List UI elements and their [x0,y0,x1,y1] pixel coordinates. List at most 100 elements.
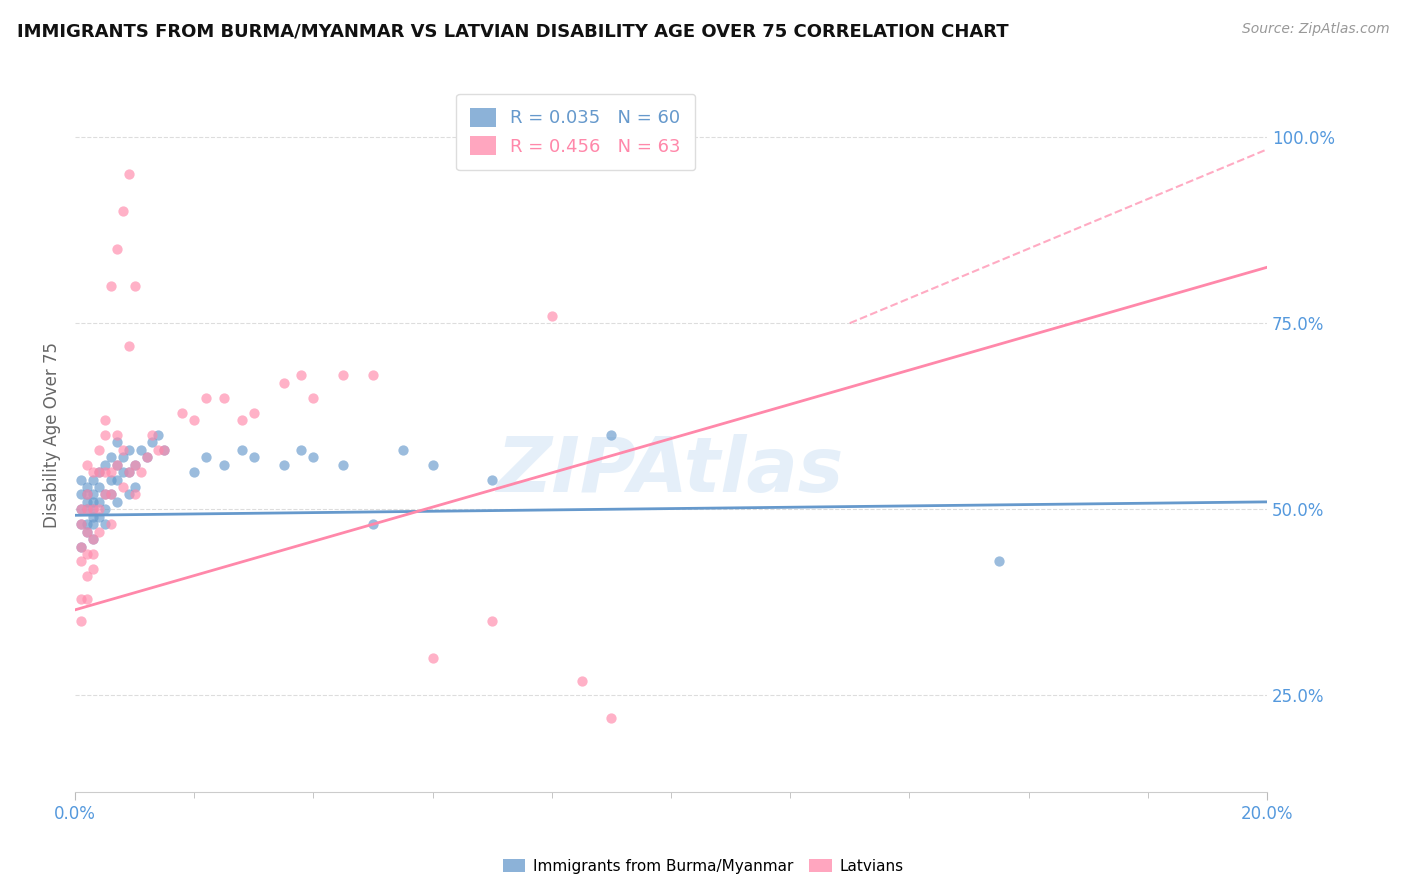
Point [94,413,117,427]
Point [94,517,117,532]
Point [273,458,295,472]
Point [195,391,218,405]
Point [117,487,139,501]
Point [481,614,503,628]
Point [332,458,354,472]
Point [94,458,117,472]
Point [195,450,218,465]
Y-axis label: Disability Age Over 75: Disability Age Over 75 [44,342,60,528]
Point [183,465,205,479]
Point [82,532,104,546]
Point [76,591,98,606]
Point [94,487,117,501]
Point [100,450,122,465]
Point [172,405,194,419]
Point [105,495,128,509]
Point [290,442,312,457]
Point [82,473,104,487]
Point [231,413,253,427]
Point [87,495,110,509]
Point [82,465,104,479]
Point [76,524,98,539]
Point [70,473,93,487]
Point [87,524,110,539]
Legend: R = 0.035   N = 60, R = 0.456   N = 63: R = 0.035 N = 60, R = 0.456 N = 63 [456,94,695,170]
Point [148,442,170,457]
Point [82,502,104,516]
Point [76,487,98,501]
Point [361,517,384,532]
Point [70,487,93,501]
Point [82,547,104,561]
Point [135,450,157,465]
Point [105,473,128,487]
Text: ZIPAtlas: ZIPAtlas [498,434,845,508]
Point [105,458,128,472]
Point [231,442,253,457]
Point [87,465,110,479]
Point [391,442,413,457]
Point [332,368,354,383]
Point [141,435,163,450]
Point [100,473,122,487]
Point [111,450,134,465]
Point [76,480,98,494]
Point [302,391,325,405]
Point [117,465,139,479]
Point [212,458,235,472]
Point [481,473,503,487]
Point [87,502,110,516]
Point [600,428,623,442]
Point [100,487,122,501]
Point [273,376,295,390]
Point [70,517,93,532]
Point [76,458,98,472]
Point [87,509,110,524]
Point [105,435,128,450]
Point [76,547,98,561]
Point [124,480,146,494]
Point [117,465,139,479]
Point [117,167,139,181]
Point [117,338,139,352]
Point [153,442,176,457]
Point [94,428,117,442]
Point [100,279,122,293]
Point [100,465,122,479]
Point [87,480,110,494]
Point [117,442,139,457]
Point [141,428,163,442]
Point [70,540,93,554]
Point [111,204,134,219]
Point [987,554,1010,568]
Point [111,480,134,494]
Point [135,450,157,465]
Point [82,509,104,524]
Point [600,711,623,725]
Point [70,502,93,516]
Point [290,368,312,383]
Point [70,502,93,516]
Point [76,524,98,539]
Point [105,242,128,256]
Point [82,502,104,516]
Point [87,465,110,479]
Point [243,450,266,465]
Point [76,487,98,501]
Text: Source: ZipAtlas.com: Source: ZipAtlas.com [1241,22,1389,37]
Point [82,562,104,576]
Text: IMMIGRANTS FROM BURMA/MYANMAR VS LATVIAN DISABILITY AGE OVER 75 CORRELATION CHAR: IMMIGRANTS FROM BURMA/MYANMAR VS LATVIAN… [17,22,1008,40]
Point [422,651,444,665]
Point [87,442,110,457]
Point [243,405,266,419]
Point [94,465,117,479]
Point [302,450,325,465]
Point [70,517,93,532]
Legend: Immigrants from Burma/Myanmar, Latvians: Immigrants from Burma/Myanmar, Latvians [496,853,910,880]
Point [100,487,122,501]
Point [153,442,176,457]
Point [105,458,128,472]
Point [540,309,562,323]
Point [361,368,384,383]
Point [82,487,104,501]
